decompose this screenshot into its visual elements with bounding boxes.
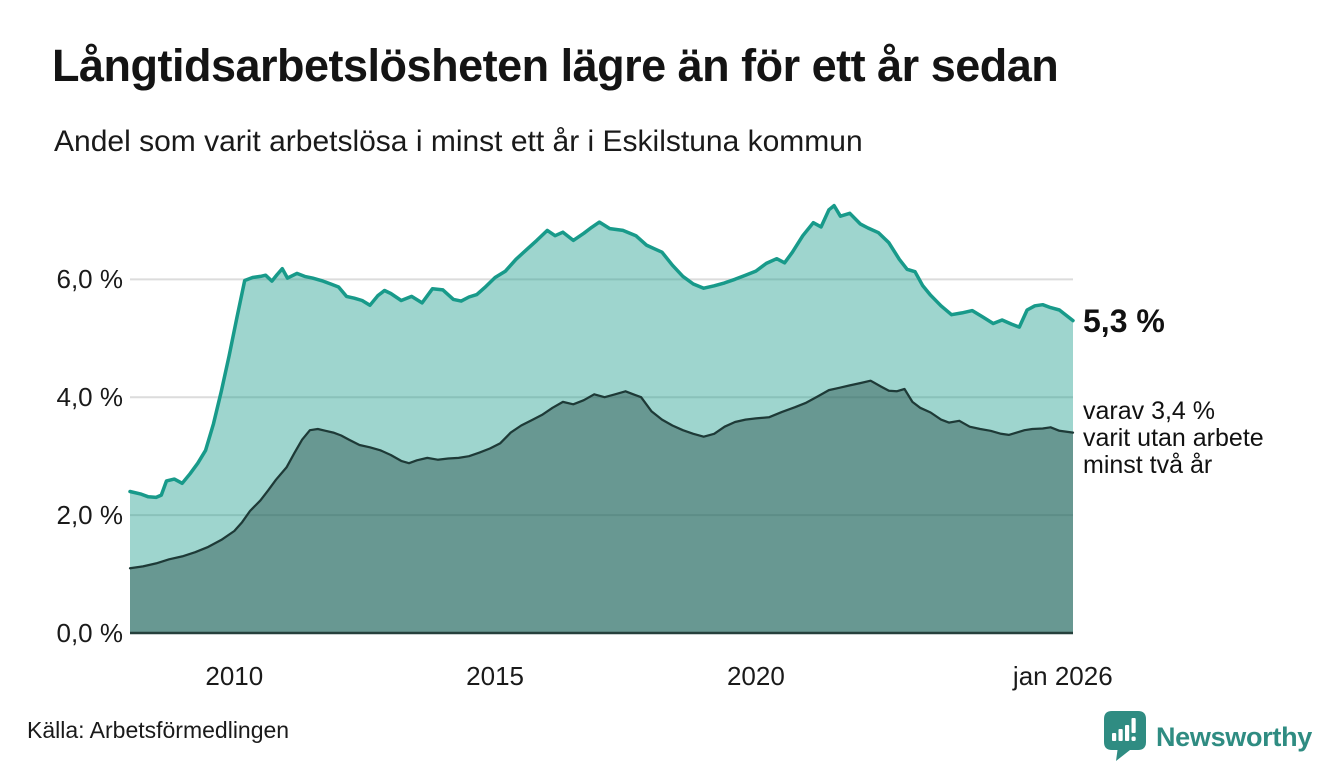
x-axis-tick-label: 2010	[205, 661, 264, 691]
secondary-annotation: varav 3,4 % varit utan arbete minst två …	[1083, 396, 1323, 479]
latest-value-label: 5,3 %	[1083, 302, 1165, 339]
newsworthy-brand: Newsworthy	[1103, 710, 1312, 762]
x-axis-tick-label: jan 2026	[1012, 661, 1113, 691]
series-minst-tva-ar-line	[128, 379, 1075, 570]
brand-name: Newsworthy	[1155, 721, 1312, 752]
series-minst-tva-ar-area	[130, 380, 1073, 633]
annotation-line: varav 3,4 %	[1083, 396, 1216, 425]
annotation-line: varit utan arbete	[1083, 423, 1264, 452]
x-axis-tick-label: 2015	[466, 661, 525, 691]
x-axis-tick-label: 2020	[726, 661, 785, 691]
y-axis-tick-label: 0,0 %	[56, 618, 124, 648]
source-note: Källa: Arbetsförmedlingen	[27, 717, 290, 743]
series-minst-ett-ar-area	[130, 205, 1073, 633]
annotation-line: minst två år	[1083, 450, 1213, 479]
chart-subtitle: Andel som varit arbetslösa i minst ett å…	[54, 125, 863, 158]
y-axis-tick-label: 2,0 %	[56, 500, 124, 531]
y-axis-tick-label: 4,0 %	[56, 382, 124, 413]
series-minst-ett-ar-line	[128, 203, 1075, 500]
newsworthy-logo-icon	[1103, 711, 1146, 761]
y-axis-tick-label: 6,0 %	[56, 264, 124, 295]
page-title: Långtidsarbetslösheten lägre än för ett …	[52, 40, 1059, 91]
